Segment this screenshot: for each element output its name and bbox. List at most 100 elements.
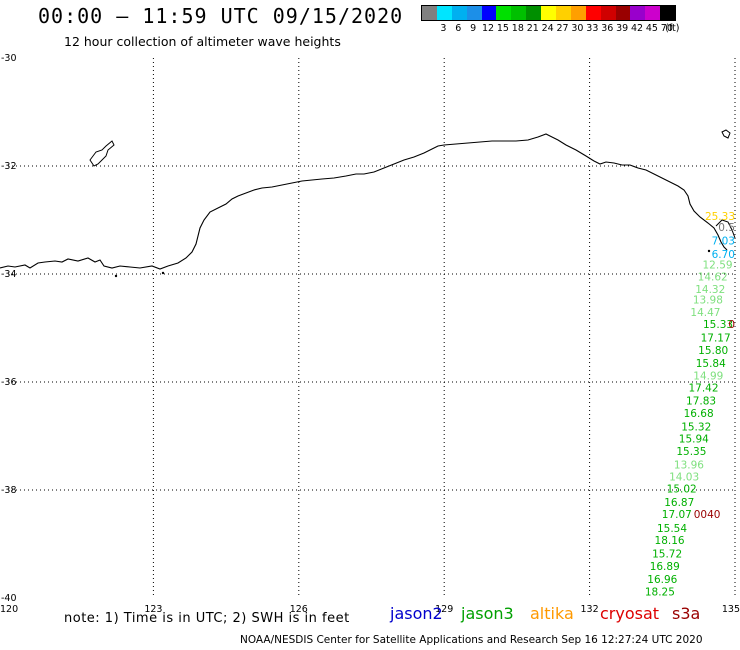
- color-scale-labels: 3 6 9 12 15 18 21 24 27 30 33 36 39 42 45 70 (ft): [421, 21, 680, 35]
- wave-height-label: 7.03: [712, 235, 735, 247]
- longitude-tick-label: 132: [581, 604, 599, 615]
- color-scale-label: 27: [556, 23, 569, 34]
- wave-height-label: 17.17: [701, 333, 731, 345]
- latitude-tick-label: -32: [1, 161, 17, 172]
- longitude-tick-label: 123: [144, 604, 162, 615]
- color-scale-unit: (ft): [665, 23, 680, 34]
- color-scale-swatch: [556, 6, 571, 20]
- color-scale-label: 70: [660, 23, 673, 34]
- color-scale-swatch: [526, 6, 542, 20]
- color-scale-label: 33: [586, 23, 599, 34]
- color-scale-swatch: [660, 6, 676, 20]
- wave-height-label: 0.5: [718, 222, 735, 234]
- color-scale-label: 36: [601, 23, 614, 34]
- wave-height-label: 15.35: [676, 446, 706, 458]
- wave-height-label: 0: [728, 319, 735, 331]
- latitude-tick-label: -40: [1, 593, 17, 604]
- coast-point-marker: [161, 271, 165, 275]
- wave-height-label: 15.80: [698, 345, 728, 357]
- color-scale-label: 3: [440, 23, 447, 34]
- wave-height-label: 16.96: [647, 574, 677, 586]
- wave-height-label: 14.62: [698, 271, 728, 283]
- legend-jason3: jason3: [461, 604, 514, 623]
- wave-height-label: 12.59: [703, 260, 733, 272]
- wave-height-label: 15.54: [657, 523, 687, 535]
- color-scale-label: 45: [645, 23, 658, 34]
- color-scale-swatch: [585, 6, 601, 20]
- wave-height-label: 15.33: [703, 319, 733, 331]
- color-scale-swatch: [451, 6, 467, 20]
- color-scale-label: 12: [482, 23, 495, 34]
- wave-height-label: 25.33: [705, 211, 735, 223]
- color-scale-label: 9: [470, 23, 477, 34]
- color-scale-legend: 3 6 9 12 15 18 21 24 27 30 33 36 39 42 45 70 (ft): [421, 5, 680, 35]
- wave-height-label: 18.16: [655, 535, 685, 547]
- color-scale-label: 24: [541, 23, 554, 34]
- wave-height-label: 13.96: [674, 459, 704, 471]
- wave-height-label: 15.32: [681, 422, 711, 434]
- island-outline: [89, 140, 115, 167]
- latitude-tick-label: -38: [1, 485, 17, 496]
- color-scale-swatch: [436, 6, 452, 20]
- color-scale-swatch: [422, 6, 437, 20]
- wave-height-label: 0040: [694, 509, 721, 521]
- peninsula-outline: [715, 219, 736, 239]
- wave-height-label: 17.83: [686, 396, 716, 408]
- legend-cryosat: cryosat: [600, 604, 660, 623]
- color-scale-swatch: [481, 6, 497, 20]
- track-jason3: 25.330.57.03 6.7012.5914.6214.3213.9814.4…: [645, 211, 735, 598]
- longitude-tick-label: 135: [722, 604, 740, 615]
- wave-height-label: 13.98: [693, 295, 723, 307]
- wave-height-label: 18.25: [645, 586, 675, 598]
- color-scale-label: 21: [526, 23, 539, 34]
- wave-height-label: 14.32: [695, 284, 725, 296]
- wave-height-label: 16.89: [650, 561, 680, 573]
- latitude-tick-label: -36: [1, 377, 17, 388]
- color-scale-swatch: [511, 6, 527, 20]
- coastline: [0, 129, 736, 278]
- lat-lon-grid: [8, 58, 736, 598]
- color-scale-swatch: [645, 6, 661, 20]
- longitude-tick-label: 129: [435, 604, 453, 615]
- wave-height-label: 17.42: [688, 383, 718, 395]
- color-scale-label: 15: [496, 23, 509, 34]
- wave-height-label: 15.94: [679, 433, 709, 445]
- australia-south-coastline: [0, 133, 728, 270]
- legend-altika: altika: [530, 604, 574, 623]
- wave-height-label: 15.84: [696, 358, 726, 370]
- track-cryosat: 0 0040: [694, 319, 735, 521]
- footnote: note: 1) Time is in UTC; 2) SWH is in fe…: [64, 611, 350, 626]
- color-scale-label: 39: [616, 23, 629, 34]
- coast-point-marker: [114, 274, 118, 278]
- coast-point-marker: [707, 249, 711, 253]
- altimeter-tracks: 25.330.57.03 6.7012.5914.6214.3213.9814.4…: [645, 211, 735, 598]
- legend-s3a: s3a: [672, 604, 701, 623]
- wave-height-label: 16.68: [684, 408, 714, 420]
- longitude-tick-label: 120: [0, 604, 18, 615]
- credit-line: NOAA/NESDIS Center for Satellite Applica…: [240, 634, 703, 646]
- color-scale-swatch: [570, 6, 586, 20]
- wave-height-label: 14.03: [669, 471, 699, 483]
- color-scale-swatch: [466, 6, 482, 20]
- color-scale-label: 30: [571, 23, 584, 34]
- wave-height-label: 16.87: [664, 497, 694, 509]
- longitude-tick-label: 126: [290, 604, 308, 615]
- color-scale-swatch: [615, 6, 631, 20]
- wave-height-label: 15.72: [652, 549, 682, 561]
- map-title: 00:00 – 11:59 UTC 09/15/2020: [38, 4, 404, 28]
- wave-height-label: 14.99: [693, 370, 723, 382]
- map-subtitle: 12 hour collection of altimeter wave hei…: [64, 34, 341, 49]
- color-scale-swatch: [630, 6, 646, 20]
- island-small-outline: [721, 129, 731, 139]
- color-scale-label: 42: [631, 23, 644, 34]
- color-scale-swatch: [496, 6, 512, 20]
- latitude-tick-label: -34: [1, 269, 17, 280]
- wave-height-label: 17.07: [662, 509, 692, 521]
- wave-height-label: 14.47: [690, 307, 720, 319]
- latitude-tick-label: -30: [1, 53, 17, 64]
- color-scale-swatch: [541, 6, 557, 20]
- wave-height-label: 15.02: [667, 484, 697, 496]
- color-scale-bar: [421, 5, 677, 21]
